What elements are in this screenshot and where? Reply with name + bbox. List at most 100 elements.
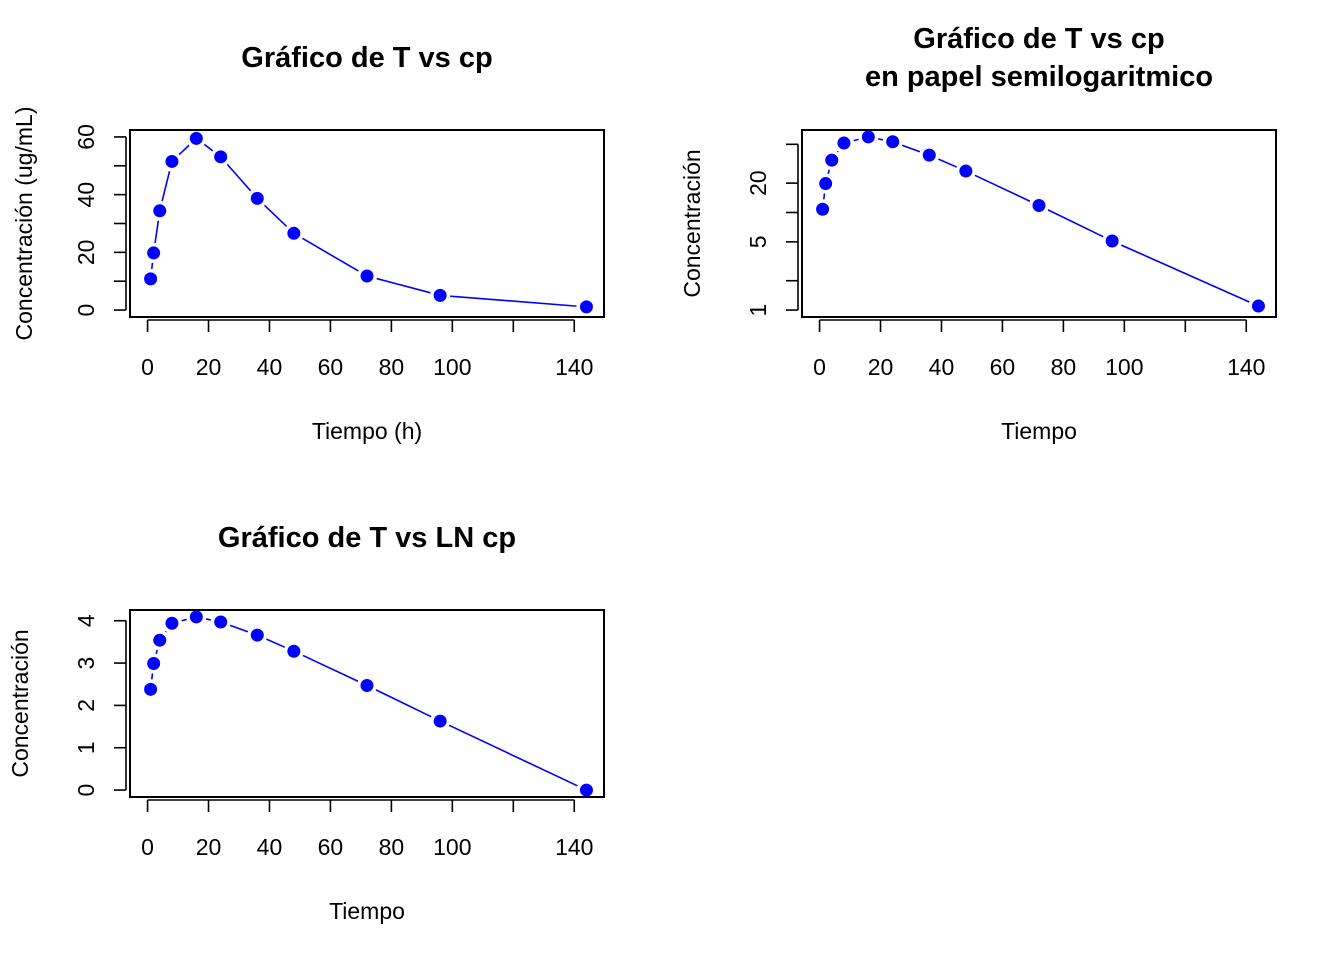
plot-frame <box>801 129 1277 318</box>
y-tick-label: 20 <box>73 240 99 266</box>
data-point <box>579 300 593 314</box>
data-point <box>189 131 203 145</box>
x-tick-label: 40 <box>257 354 283 380</box>
series-segment <box>853 138 859 142</box>
panel-1: Gráfico de T vs cp 0 20 40 60 80 100 140 0 20 40 60… <box>11 42 605 444</box>
data-point <box>819 177 833 191</box>
x-tick-label: 60 <box>318 834 344 860</box>
x-tick-label: 20 <box>196 834 222 860</box>
y-tick-label: 20 <box>745 170 771 196</box>
chart-title-line: Gráfico de T vs cp <box>913 23 1164 55</box>
data-point <box>287 644 301 658</box>
series-segment <box>827 169 831 175</box>
data-point <box>433 288 447 302</box>
y-tick-label: 60 <box>73 124 99 150</box>
panel-2: Gráfico de T vs cp en papel semilogaritmi… <box>679 23 1277 444</box>
series-segment <box>1120 244 1250 303</box>
data-point <box>153 204 167 218</box>
data-point <box>214 150 228 164</box>
x-tick-label: 40 <box>257 834 283 860</box>
data-point <box>360 269 374 283</box>
x-tick-label: 80 <box>379 354 405 380</box>
y-tick-label: 40 <box>73 182 99 208</box>
series-segment <box>229 624 249 633</box>
series-segment <box>302 237 359 272</box>
data-point <box>433 714 447 728</box>
data-point <box>825 153 839 167</box>
x-axis-label: Tiempo (h) <box>312 418 422 444</box>
data-point <box>250 191 264 205</box>
data-point <box>360 679 374 693</box>
plot-frame <box>129 609 605 798</box>
x-tick-label: 100 <box>433 834 471 860</box>
x-tick-label: 100 <box>1105 354 1143 380</box>
y-axis-label: Concentración <box>679 149 705 297</box>
series-segment <box>877 138 884 141</box>
series-segment <box>450 295 577 307</box>
series-segment <box>901 144 921 153</box>
series-segment <box>263 204 288 227</box>
series-segment <box>1047 209 1104 238</box>
y-tick-label: 0 <box>73 784 99 797</box>
x-tick-label: 60 <box>990 354 1016 380</box>
y-tick-label: 3 <box>73 657 99 670</box>
plot-frame <box>129 129 605 318</box>
y-tick-label: 2 <box>73 699 99 712</box>
data-point <box>1105 234 1119 248</box>
x-tick-label: 20 <box>868 354 894 380</box>
x-axis-label: Tiempo <box>1001 418 1077 444</box>
x-tick-label: 100 <box>433 354 471 380</box>
data-point <box>816 202 830 216</box>
panel-3: Gráfico de T vs LN cp 0 20 40 60 80 100 140 0 1 2 3… <box>7 522 605 924</box>
series-segment <box>375 689 432 718</box>
chart-title: Gráfico de T vs cp en papel semilogaritmi… <box>865 23 1213 93</box>
series-segment <box>205 618 212 621</box>
x-tick-label: 140 <box>1227 354 1265 380</box>
x-tick-label: 20 <box>196 354 222 380</box>
series-segment <box>150 262 154 270</box>
data-point <box>861 130 875 144</box>
series-segment <box>822 193 826 200</box>
x-tick-label: 0 <box>813 354 826 380</box>
data-point <box>837 136 851 150</box>
series-segment <box>154 220 160 244</box>
chart-title-line: en papel semilogaritmico <box>865 61 1213 93</box>
x-tick-label: 80 <box>379 834 405 860</box>
data-point <box>1032 198 1046 212</box>
y-tick-label: 5 <box>745 235 771 248</box>
data-point <box>165 154 179 168</box>
data-point <box>144 272 158 286</box>
series-segment <box>155 649 158 655</box>
series-segment <box>266 638 286 648</box>
series-segment <box>164 630 167 633</box>
series-segment <box>226 163 252 192</box>
chart-title: Gráfico de T vs LN cp <box>218 522 516 554</box>
x-axis-label: Tiempo <box>329 898 405 924</box>
data-point <box>144 682 158 696</box>
series-segment <box>203 143 214 152</box>
chart-title-line: Gráfico de T vs LN cp <box>218 522 516 554</box>
series-segment <box>178 144 190 156</box>
x-tick-label: 40 <box>929 354 955 380</box>
data-point <box>147 656 161 670</box>
chart-title-line: Gráfico de T vs cp <box>241 42 492 74</box>
x-tick-label: 140 <box>555 834 593 860</box>
y-tick-label: 4 <box>73 614 99 627</box>
series-segment <box>376 277 431 294</box>
series-segment <box>150 673 154 680</box>
x-tick-label: 0 <box>141 354 154 380</box>
data-point <box>165 616 179 630</box>
y-axis-label: Concentración <box>7 629 33 777</box>
y-tick-label: 1 <box>745 304 771 317</box>
chart-title: Gráfico de T vs cp <box>241 42 492 74</box>
series-segment <box>836 150 839 153</box>
series-segment <box>181 618 187 622</box>
series-segment <box>161 170 171 202</box>
y-tick-label: 1 <box>73 741 99 754</box>
data-point <box>189 610 203 624</box>
series-segment <box>448 724 578 787</box>
data-point <box>959 164 973 178</box>
y-axis-label: Concentración (ug/mL) <box>11 107 37 341</box>
x-tick-label: 60 <box>318 354 344 380</box>
